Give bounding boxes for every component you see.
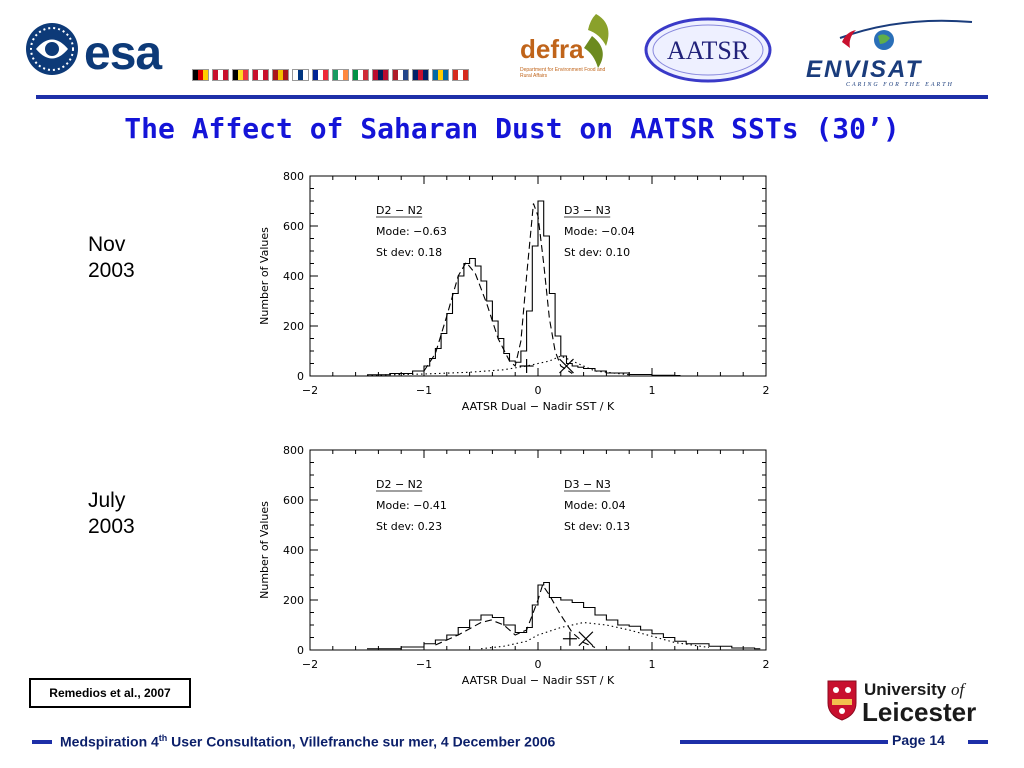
envisat-logo: [800, 14, 1000, 94]
footer-text-a: Medspiration 4: [60, 733, 159, 750]
y-axis-label: Number of Values: [258, 501, 271, 599]
annotation-left-mode: Mode: −0.41: [376, 499, 447, 512]
leicester-wordmark-line2: Leicester: [862, 697, 977, 727]
leicester-crest-icon: [826, 679, 858, 721]
page-number: Page 14: [892, 732, 945, 748]
x-tick-label: 0: [535, 384, 542, 397]
nov-histogram-chart: −2 −1 0 1 2 0 200 400 600 800 AATSR Dual − Nadir S…: [248, 166, 788, 416]
flag-icon: [452, 69, 469, 81]
member-state-flags: [192, 69, 469, 81]
nov-label-month: Nov: [88, 233, 126, 256]
plus-marker: [519, 359, 534, 373]
esa-logo: [22, 22, 197, 82]
annotation-right-header: D3 − N3: [564, 478, 611, 491]
x-tick-label: 1: [649, 658, 656, 671]
flag-icon: [232, 69, 249, 81]
july-2003-label: July 2003: [88, 488, 135, 540]
y-tick-label: 600: [283, 494, 304, 507]
x-axis-label: AATSR Dual − Nadir SST / K: [462, 674, 615, 687]
x-tick-label: 2: [763, 658, 770, 671]
leicester-university-text: University: [864, 680, 951, 699]
footer-rule-middle: [680, 740, 888, 744]
envisat-wordmark: ENVISAT: [806, 56, 923, 83]
annotation-left-stdev: St dev: 0.18: [376, 246, 442, 259]
y-tick-label: 600: [283, 220, 304, 233]
flag-icon: [352, 69, 369, 81]
plus-marker: [562, 631, 577, 646]
footer-text-sup: th: [158, 733, 168, 743]
x-tick-label: 0: [535, 658, 542, 671]
leicester-of-text: of: [950, 680, 965, 699]
cross-marker: [559, 358, 574, 374]
july-histogram-chart: −2 −1 0 1 2 0 200 400 600 800 AATSR Dual − Nadir S…: [248, 440, 788, 690]
y-axis-label: Number of Values: [258, 227, 271, 325]
flag-icon: [212, 69, 229, 81]
x-tick-label: 2: [763, 384, 770, 397]
flag-icon: [392, 69, 409, 81]
footer-text: Medspiration 4th User Consultation, Vill…: [60, 733, 555, 750]
cross-marker-b: [559, 358, 574, 374]
header-divider: [36, 95, 988, 99]
series-dashed: [435, 583, 596, 649]
nov-histogram-svg: −2 −1 0 1 2 0 200 400 600 800 AATSR Dual − Nadir S…: [258, 170, 770, 413]
july-label-month: July: [88, 489, 126, 512]
series-dashed: [423, 203, 573, 374]
nov-label-year: 2003: [88, 259, 135, 282]
flag-icon: [412, 69, 429, 81]
annotation-right-mode: Mode: 0.04: [564, 499, 626, 512]
july-histogram-svg: −2 −1 0 1 2 0 200 400 600 800 AATSR Dual − Nadir S…: [258, 444, 770, 687]
x-axis-label: AATSR Dual − Nadir SST / K: [462, 400, 615, 413]
y-tick-label: 400: [283, 270, 304, 283]
flag-icon: [192, 69, 209, 81]
flag-icon: [432, 69, 449, 81]
defra-subtitle: Department for Environment Food and Rura…: [520, 67, 606, 79]
cross-marker-b: [578, 631, 594, 647]
footer-rule-left: [32, 740, 52, 744]
aatsr-logo: AATSR: [643, 17, 773, 83]
reference-citation: Remedios et al., 2007: [29, 678, 191, 708]
july-label-year: 2003: [88, 515, 135, 538]
y-tick-label: 800: [283, 444, 304, 457]
x-tick-label: 1: [649, 384, 656, 397]
series-dotted: [366, 355, 630, 376]
annotation-left-header: D2 − N2: [376, 204, 423, 217]
flag-icon: [332, 69, 349, 81]
footer-rule-right: [968, 740, 988, 744]
series-step: [367, 581, 761, 650]
flag-icon: [252, 69, 269, 81]
defra-wordmark: defra: [520, 34, 584, 64]
envisat-tagline: CARING FOR THE EARTH: [846, 82, 954, 88]
annotation-left-mode: Mode: −0.63: [376, 225, 447, 238]
footer-text-b: User Consultation, Villefranche sur mer,…: [167, 733, 556, 750]
x-tick-label: −1: [416, 658, 432, 671]
aatsr-wordmark: AATSR: [667, 36, 750, 65]
y-tick-label: 200: [283, 594, 304, 607]
annotation-left-stdev: St dev: 0.23: [376, 520, 442, 533]
x-tick-label: −2: [302, 384, 318, 397]
y-tick-label: 800: [283, 170, 304, 183]
y-tick-label: 0: [297, 370, 304, 383]
x-tick-label: −2: [302, 658, 318, 671]
x-tick-label: −1: [416, 384, 432, 397]
y-tick-label: 0: [297, 644, 304, 657]
flag-icon: [312, 69, 329, 81]
y-tick-label: 200: [283, 320, 304, 333]
slide-title: The Affect of Saharan Dust on AATSR SSTs…: [124, 112, 900, 145]
cross-marker: [578, 631, 594, 647]
esa-wordmark: esa: [84, 27, 162, 80]
defra-logo: [518, 10, 618, 90]
nov-2003-label: Nov 2003: [88, 232, 135, 284]
leicester-wordmark-line1: University of: [864, 680, 964, 700]
annotation-right-header: D3 − N3: [564, 204, 611, 217]
annotation-right-stdev: St dev: 0.10: [564, 246, 630, 259]
flag-icon: [292, 69, 309, 81]
annotation-left-header: D2 − N2: [376, 478, 423, 491]
flag-icon: [372, 69, 389, 81]
series-step: [367, 200, 681, 377]
annotation-right-mode: Mode: −0.04: [564, 225, 635, 238]
y-tick-label: 400: [283, 544, 304, 557]
annotation-right-stdev: St dev: 0.13: [564, 520, 630, 533]
flag-icon: [272, 69, 289, 81]
